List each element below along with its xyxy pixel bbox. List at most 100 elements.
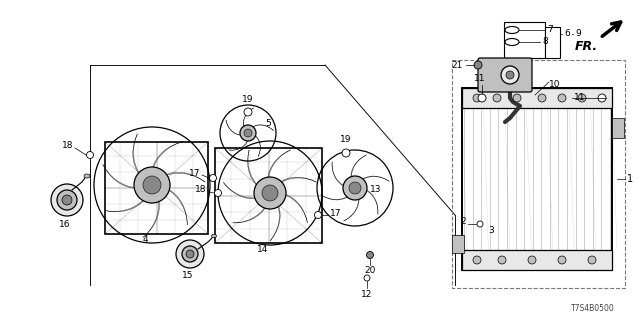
Circle shape: [214, 189, 221, 196]
Polygon shape: [233, 208, 265, 223]
Bar: [452, 235, 464, 253]
Circle shape: [588, 256, 596, 264]
Circle shape: [209, 174, 216, 181]
Text: 20: 20: [364, 266, 376, 275]
Text: 11: 11: [474, 74, 486, 83]
Text: 5: 5: [265, 119, 271, 128]
Ellipse shape: [211, 234, 216, 238]
Polygon shape: [226, 120, 240, 135]
Text: 18: 18: [61, 141, 73, 150]
Polygon shape: [344, 199, 359, 221]
Circle shape: [493, 94, 501, 102]
Text: 14: 14: [257, 245, 269, 254]
Circle shape: [478, 94, 486, 102]
Text: 11: 11: [574, 93, 586, 102]
Circle shape: [598, 94, 606, 102]
Circle shape: [498, 256, 506, 264]
Circle shape: [367, 252, 374, 259]
Text: 1: 1: [627, 174, 633, 184]
Text: 3: 3: [488, 226, 493, 235]
Circle shape: [558, 256, 566, 264]
Circle shape: [501, 66, 519, 84]
Bar: [452, 60, 625, 288]
Circle shape: [57, 190, 77, 210]
Text: 16: 16: [60, 220, 71, 229]
Bar: [215, 148, 322, 243]
Polygon shape: [281, 177, 317, 182]
Polygon shape: [363, 176, 389, 181]
Circle shape: [176, 240, 204, 268]
Text: 21: 21: [452, 60, 463, 69]
Circle shape: [558, 94, 566, 102]
Circle shape: [473, 94, 481, 102]
Circle shape: [86, 151, 93, 158]
Polygon shape: [248, 150, 257, 185]
Circle shape: [240, 125, 256, 141]
Circle shape: [314, 212, 321, 219]
Text: 19: 19: [340, 135, 352, 144]
Polygon shape: [105, 200, 143, 212]
Circle shape: [186, 250, 194, 258]
Text: 8: 8: [542, 37, 548, 46]
Bar: [462, 88, 612, 270]
Text: 17: 17: [189, 169, 200, 178]
Polygon shape: [286, 194, 307, 223]
Text: 13: 13: [370, 186, 381, 195]
Circle shape: [51, 184, 83, 216]
Circle shape: [578, 94, 586, 102]
Polygon shape: [243, 108, 253, 126]
Circle shape: [477, 221, 483, 227]
Text: 2: 2: [460, 218, 466, 227]
Polygon shape: [351, 155, 366, 177]
Text: 4: 4: [142, 235, 148, 244]
Polygon shape: [143, 202, 159, 237]
Text: 17: 17: [330, 209, 342, 218]
Polygon shape: [270, 206, 280, 241]
Bar: [612, 118, 624, 138]
Polygon shape: [223, 182, 255, 199]
Text: 7: 7: [547, 26, 553, 35]
Text: 6: 6: [564, 29, 570, 38]
Text: 19: 19: [243, 95, 253, 104]
Polygon shape: [268, 150, 291, 177]
Circle shape: [343, 176, 367, 200]
Text: 15: 15: [182, 271, 194, 280]
Text: 18: 18: [195, 186, 206, 195]
Bar: [462, 250, 612, 270]
Circle shape: [143, 176, 161, 194]
Text: 12: 12: [362, 290, 372, 299]
Polygon shape: [253, 125, 274, 131]
Bar: [462, 88, 612, 108]
Text: FR.: FR.: [575, 40, 598, 53]
Polygon shape: [103, 164, 134, 188]
Polygon shape: [166, 172, 205, 182]
Polygon shape: [321, 195, 348, 200]
Polygon shape: [332, 162, 343, 186]
Bar: [545, 27, 560, 58]
Circle shape: [182, 246, 198, 262]
Polygon shape: [153, 141, 183, 167]
Circle shape: [474, 61, 482, 69]
Circle shape: [349, 182, 361, 194]
Circle shape: [254, 177, 286, 209]
Polygon shape: [228, 141, 248, 150]
Ellipse shape: [84, 174, 90, 178]
Circle shape: [364, 275, 370, 281]
FancyBboxPatch shape: [478, 58, 532, 92]
Bar: [105, 142, 208, 234]
Circle shape: [528, 256, 536, 264]
Circle shape: [244, 108, 252, 116]
Text: 9: 9: [575, 29, 580, 38]
Circle shape: [513, 94, 521, 102]
Circle shape: [342, 149, 350, 157]
Polygon shape: [367, 190, 378, 214]
Polygon shape: [169, 190, 188, 225]
Circle shape: [244, 129, 252, 137]
Polygon shape: [255, 136, 260, 157]
Text: T7S4B0500: T7S4B0500: [572, 304, 615, 313]
Circle shape: [506, 71, 514, 79]
Circle shape: [538, 94, 546, 102]
Circle shape: [262, 185, 278, 201]
Circle shape: [473, 256, 481, 264]
Circle shape: [134, 167, 170, 203]
